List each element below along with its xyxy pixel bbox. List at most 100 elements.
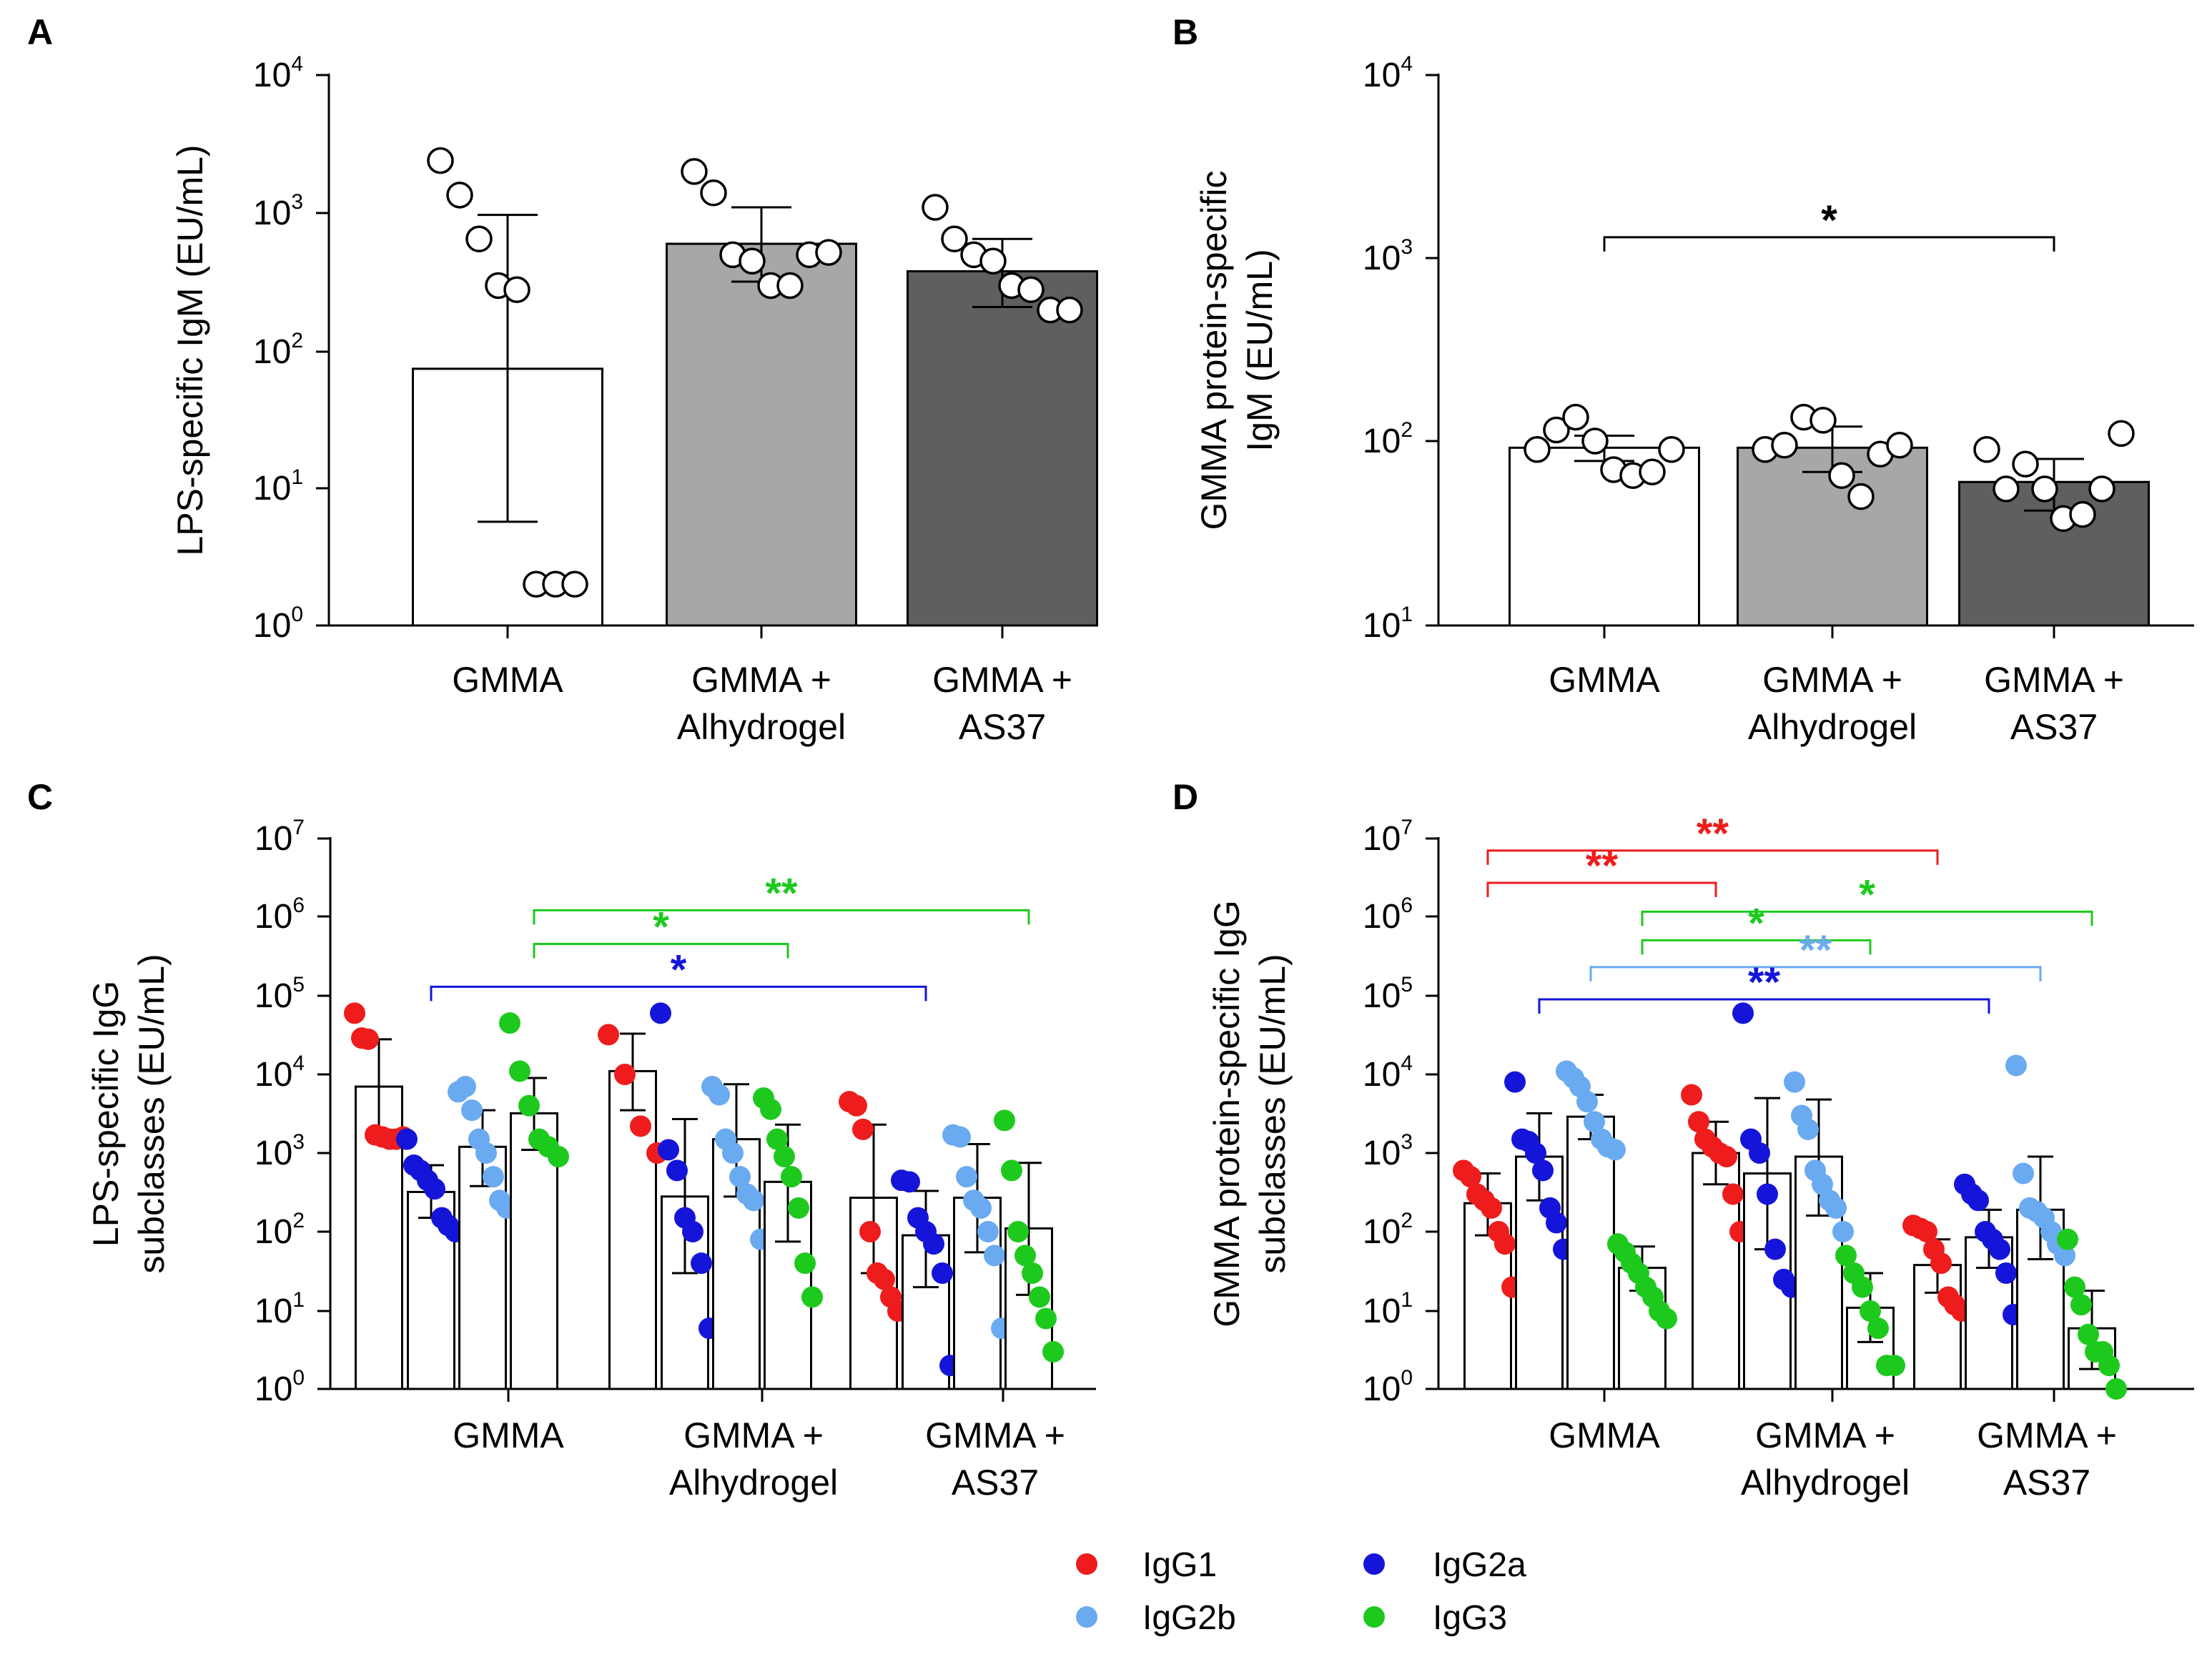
y-tick-label: 106: [1363, 894, 1413, 936]
data-point: [708, 1084, 730, 1106]
y-tick-label: 100: [1363, 1366, 1413, 1408]
data-point: [1022, 1262, 1043, 1285]
data-point: [1029, 1286, 1050, 1308]
data-point: [427, 147, 454, 174]
data-point: [2108, 420, 2135, 447]
category-label: GMMA + Alhydrogel: [669, 1415, 838, 1503]
data-point: [1604, 1139, 1626, 1161]
data-point: [691, 1252, 712, 1275]
significance-bracket: [1486, 849, 1939, 865]
y-axis-title: GMMA protein-specific IgM (EU/mL): [1194, 171, 1280, 530]
y-axis-title: LPS-specific IgM (EU/mL): [170, 144, 210, 555]
data-point: [1832, 1221, 1854, 1242]
data-point: [1809, 407, 1837, 434]
data-point: [1835, 1245, 1857, 1267]
data-point: [1494, 1233, 1516, 1255]
data-point: [1722, 1183, 1744, 1205]
data-point: [774, 1146, 795, 1168]
legend-marker: [1363, 1553, 1385, 1575]
y-tick-label: 104: [253, 52, 303, 94]
data-point: [666, 1159, 688, 1182]
significance-bracket: [1641, 939, 1872, 955]
data-point: [1581, 427, 1609, 455]
data-point: [483, 1166, 504, 1188]
data-point: [977, 1221, 999, 1242]
data-point: [681, 158, 708, 185]
data-point: [1757, 1183, 1778, 1205]
data-point: [932, 1262, 953, 1285]
category-label: GMMA + AS37: [1984, 660, 2124, 747]
data-point: [1930, 1252, 1952, 1275]
y-tick-label: 104: [1363, 1052, 1413, 1094]
data-point: [518, 1094, 540, 1117]
data-point: [1639, 458, 1666, 485]
data-point: [2069, 500, 2096, 528]
data-point: [729, 1166, 751, 1188]
y-tick-label: 103: [253, 190, 303, 232]
bar: [608, 1069, 657, 1390]
data-point: [1771, 431, 1798, 459]
data-point: [2012, 450, 2039, 478]
data-point: [630, 1115, 651, 1137]
data-point: [776, 272, 804, 300]
data-point: [1576, 1091, 1598, 1113]
data-point: [561, 570, 588, 598]
panel-letter: B: [1172, 12, 1198, 52]
data-point: [1860, 1300, 1881, 1322]
panel-c: C 100 101 102 103 104 105 106 107 LPS-specific Ig…: [27, 777, 1096, 1503]
data-point: [1525, 1142, 1546, 1164]
data-point: [1852, 1276, 1873, 1298]
significance-label: **: [765, 870, 798, 916]
data-point: [899, 1171, 920, 1193]
legend-marker: [1076, 1606, 1097, 1628]
data-point: [1532, 1159, 1554, 1182]
data-point: [1886, 431, 1913, 459]
y-tick-label: 102: [1363, 418, 1413, 460]
data-point: [1460, 1166, 1481, 1188]
data-point: [1584, 1111, 1605, 1133]
legend-marker: [1076, 1553, 1097, 1575]
data-point: [1007, 1221, 1029, 1242]
y-tick-label: 103: [1363, 1130, 1413, 1172]
data-point: [1481, 1197, 1502, 1219]
data-point: [614, 1064, 636, 1085]
significance-label: **: [1748, 959, 1781, 1006]
data-point: [1732, 1002, 1754, 1024]
y-tick-label: 100: [255, 1366, 305, 1408]
y-tick-label: 101: [253, 465, 303, 508]
legend-label: IgG2b: [1142, 1599, 1236, 1637]
data-point: [1716, 1146, 1737, 1168]
data-point: [357, 1028, 379, 1050]
data-point: [1562, 403, 1589, 431]
data-point: [956, 1166, 977, 1188]
bar: [907, 270, 1098, 627]
data-point: [766, 1128, 788, 1150]
data-point: [1989, 1238, 2010, 1260]
data-point: [1504, 1071, 1526, 1093]
data-point: [949, 1126, 971, 1148]
significance-label: **: [1799, 927, 1832, 974]
data-point: [1042, 1340, 1064, 1362]
panel-letter: D: [1172, 777, 1198, 817]
data-point: [739, 247, 766, 275]
bar: [666, 242, 857, 627]
y-tick-label: 101: [255, 1288, 305, 1330]
y-tick-label: 100: [253, 603, 303, 645]
panel-d: D 100 101 102 103 104 105 106 107 GMMA protein-sp…: [1172, 777, 2194, 1503]
significance-bracket: [1538, 998, 1990, 1014]
data-point: [503, 276, 530, 304]
category-label: GMMA: [453, 1415, 564, 1455]
data-point: [2054, 1245, 2075, 1267]
legend-label: IgG1: [1142, 1546, 1217, 1584]
y-axis-title: GMMA protein-specific IgG subclasses (EU/…: [1207, 900, 1293, 1327]
data-point: [722, 1142, 744, 1164]
significance-bracket: [1486, 881, 1717, 897]
data-point: [2070, 1294, 2092, 1316]
data-point: [1056, 296, 1083, 324]
data-point: [801, 1286, 823, 1308]
legend-label: IgG2a: [1433, 1546, 1526, 1584]
data-point: [1884, 1355, 1905, 1377]
data-point: [1524, 436, 1551, 463]
data-point: [2013, 1162, 2034, 1184]
y-tick-label: 107: [1363, 816, 1413, 858]
